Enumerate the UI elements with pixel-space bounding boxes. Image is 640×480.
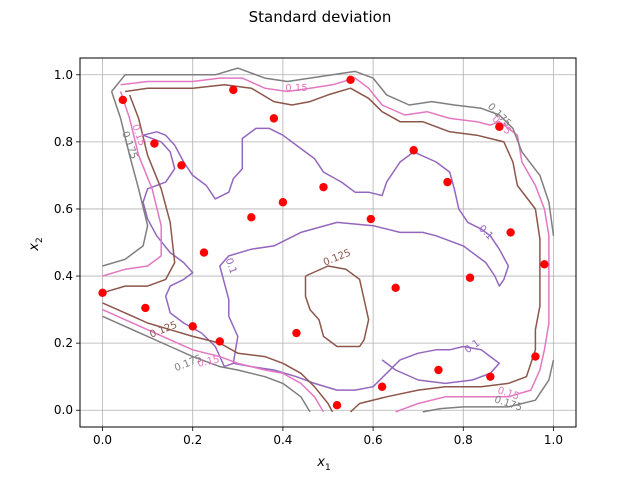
data-points — [98, 75, 549, 410]
contour-line-0.1 — [233, 345, 501, 391]
contour-label: 0.1 — [463, 338, 482, 356]
y-tick-label: 0.2 — [54, 336, 73, 350]
x-axis-label: x1 — [316, 455, 330, 473]
data-point — [346, 75, 355, 85]
data-point — [486, 372, 495, 381]
data-point — [443, 177, 452, 187]
data-point — [215, 337, 224, 346]
data-point — [391, 283, 400, 292]
contour-lines — [102, 67, 555, 413]
x-tick-label: 0.4 — [273, 433, 292, 447]
data-point — [292, 328, 301, 338]
data-point — [319, 182, 328, 192]
data-point — [434, 365, 443, 375]
data-point — [269, 114, 279, 123]
data-point — [540, 260, 549, 269]
contour-label: 0.15 — [285, 83, 307, 94]
x-axis-label-subscript: 1 — [325, 463, 331, 473]
y-tick-label: 0.0 — [54, 403, 73, 417]
data-point — [177, 161, 186, 170]
data-point — [188, 322, 197, 331]
contour-line-0.175 — [102, 315, 311, 413]
contour-line-0.125 — [102, 302, 334, 413]
contour-line-0.15 — [120, 77, 550, 413]
data-point — [332, 400, 342, 410]
data-point — [98, 288, 107, 298]
contour-line-0.15 — [102, 308, 325, 413]
data-point — [506, 228, 515, 237]
data-point — [150, 139, 159, 148]
contour-line-0.175 — [422, 359, 555, 413]
contour-line-0.1 — [142, 127, 510, 368]
x-tick-label: 0.2 — [183, 433, 202, 447]
y-tick-label: 0.8 — [54, 135, 73, 149]
contour-label: 0.175 — [493, 394, 524, 413]
contour-label: 0.175 — [173, 353, 204, 374]
data-point — [229, 85, 238, 95]
x-tick-label: 1.0 — [544, 433, 563, 447]
data-point — [495, 122, 504, 131]
data-point — [199, 248, 209, 257]
data-point — [278, 198, 288, 207]
y-axis-ticks: 0.0 0.2 0.4 0.6 0.8 1.0 — [54, 68, 80, 417]
y-axis-label: x2 — [27, 237, 45, 251]
contour-label: 0.1 — [223, 257, 239, 276]
chart-title: Standard deviation — [249, 8, 392, 26]
data-point — [366, 214, 376, 224]
x-tick-label: 0.6 — [364, 433, 383, 447]
data-point — [377, 382, 387, 391]
y-tick-label: 0.6 — [54, 202, 73, 216]
data-point — [409, 146, 418, 155]
data-point — [465, 273, 475, 282]
contour-line-0.175 — [102, 91, 149, 267]
contour-label: 0.15 — [197, 354, 221, 369]
y-tick-label: 1.0 — [54, 68, 73, 82]
contour-line-0.125 — [102, 94, 176, 294]
contour-line-0.15 — [102, 91, 162, 277]
data-point — [141, 303, 150, 313]
contour-line-0.125 — [304, 265, 370, 348]
data-point — [531, 352, 540, 361]
plot-frame — [79, 57, 577, 428]
y-tick-label: 0.4 — [54, 269, 73, 283]
data-point — [247, 213, 256, 222]
contour-line-0.125 — [124, 84, 541, 413]
y-axis-label-subscript: 2 — [35, 237, 45, 243]
x-axis-ticks: 0.0 0.2 0.4 0.6 0.8 1.0 — [93, 427, 563, 447]
contour-line-0.175 — [111, 67, 555, 236]
x-tick-label: 0.0 — [93, 433, 112, 447]
contour-label: 0.125 — [322, 248, 353, 269]
x-tick-label: 0.8 — [454, 433, 473, 447]
data-point — [118, 95, 128, 105]
